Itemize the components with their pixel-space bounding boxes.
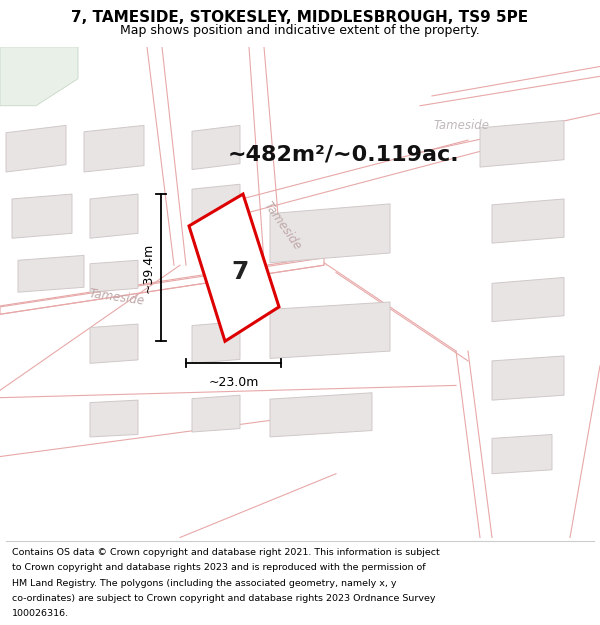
- Text: HM Land Registry. The polygons (including the associated geometry, namely x, y: HM Land Registry. The polygons (includin…: [12, 579, 397, 587]
- Polygon shape: [192, 322, 240, 363]
- Text: ~482m²/~0.119ac.: ~482m²/~0.119ac.: [228, 145, 460, 165]
- Text: Contains OS data © Crown copyright and database right 2021. This information is : Contains OS data © Crown copyright and d…: [12, 548, 440, 557]
- Polygon shape: [492, 434, 552, 474]
- Polygon shape: [0, 258, 324, 314]
- Text: co-ordinates) are subject to Crown copyright and database rights 2023 Ordnance S: co-ordinates) are subject to Crown copyr…: [12, 594, 436, 603]
- Polygon shape: [270, 204, 390, 262]
- Polygon shape: [192, 184, 240, 224]
- Text: Map shows position and indicative extent of the property.: Map shows position and indicative extent…: [120, 24, 480, 36]
- Text: to Crown copyright and database rights 2023 and is reproduced with the permissio: to Crown copyright and database rights 2…: [12, 563, 425, 572]
- Polygon shape: [84, 126, 144, 172]
- Polygon shape: [270, 392, 372, 437]
- Polygon shape: [492, 278, 564, 322]
- Text: Tameside: Tameside: [434, 119, 490, 132]
- Polygon shape: [0, 47, 78, 106]
- Polygon shape: [18, 256, 84, 292]
- Polygon shape: [90, 260, 138, 292]
- Polygon shape: [189, 194, 279, 341]
- Polygon shape: [192, 126, 240, 169]
- Polygon shape: [90, 194, 138, 238]
- Polygon shape: [492, 356, 564, 400]
- Polygon shape: [90, 400, 138, 437]
- Polygon shape: [12, 194, 72, 238]
- Polygon shape: [492, 199, 564, 243]
- Text: 7, TAMESIDE, STOKESLEY, MIDDLESBROUGH, TS9 5PE: 7, TAMESIDE, STOKESLEY, MIDDLESBROUGH, T…: [71, 10, 529, 25]
- Polygon shape: [270, 302, 390, 358]
- Text: Tameside: Tameside: [88, 287, 146, 308]
- Polygon shape: [90, 324, 138, 363]
- Polygon shape: [480, 121, 564, 167]
- Polygon shape: [192, 395, 240, 432]
- Text: ~39.4m: ~39.4m: [142, 242, 155, 292]
- Text: 7: 7: [232, 260, 248, 284]
- Polygon shape: [6, 126, 66, 172]
- Text: Tameside: Tameside: [260, 199, 304, 252]
- Text: ~23.0m: ~23.0m: [208, 376, 259, 389]
- Text: 100026316.: 100026316.: [12, 609, 69, 618]
